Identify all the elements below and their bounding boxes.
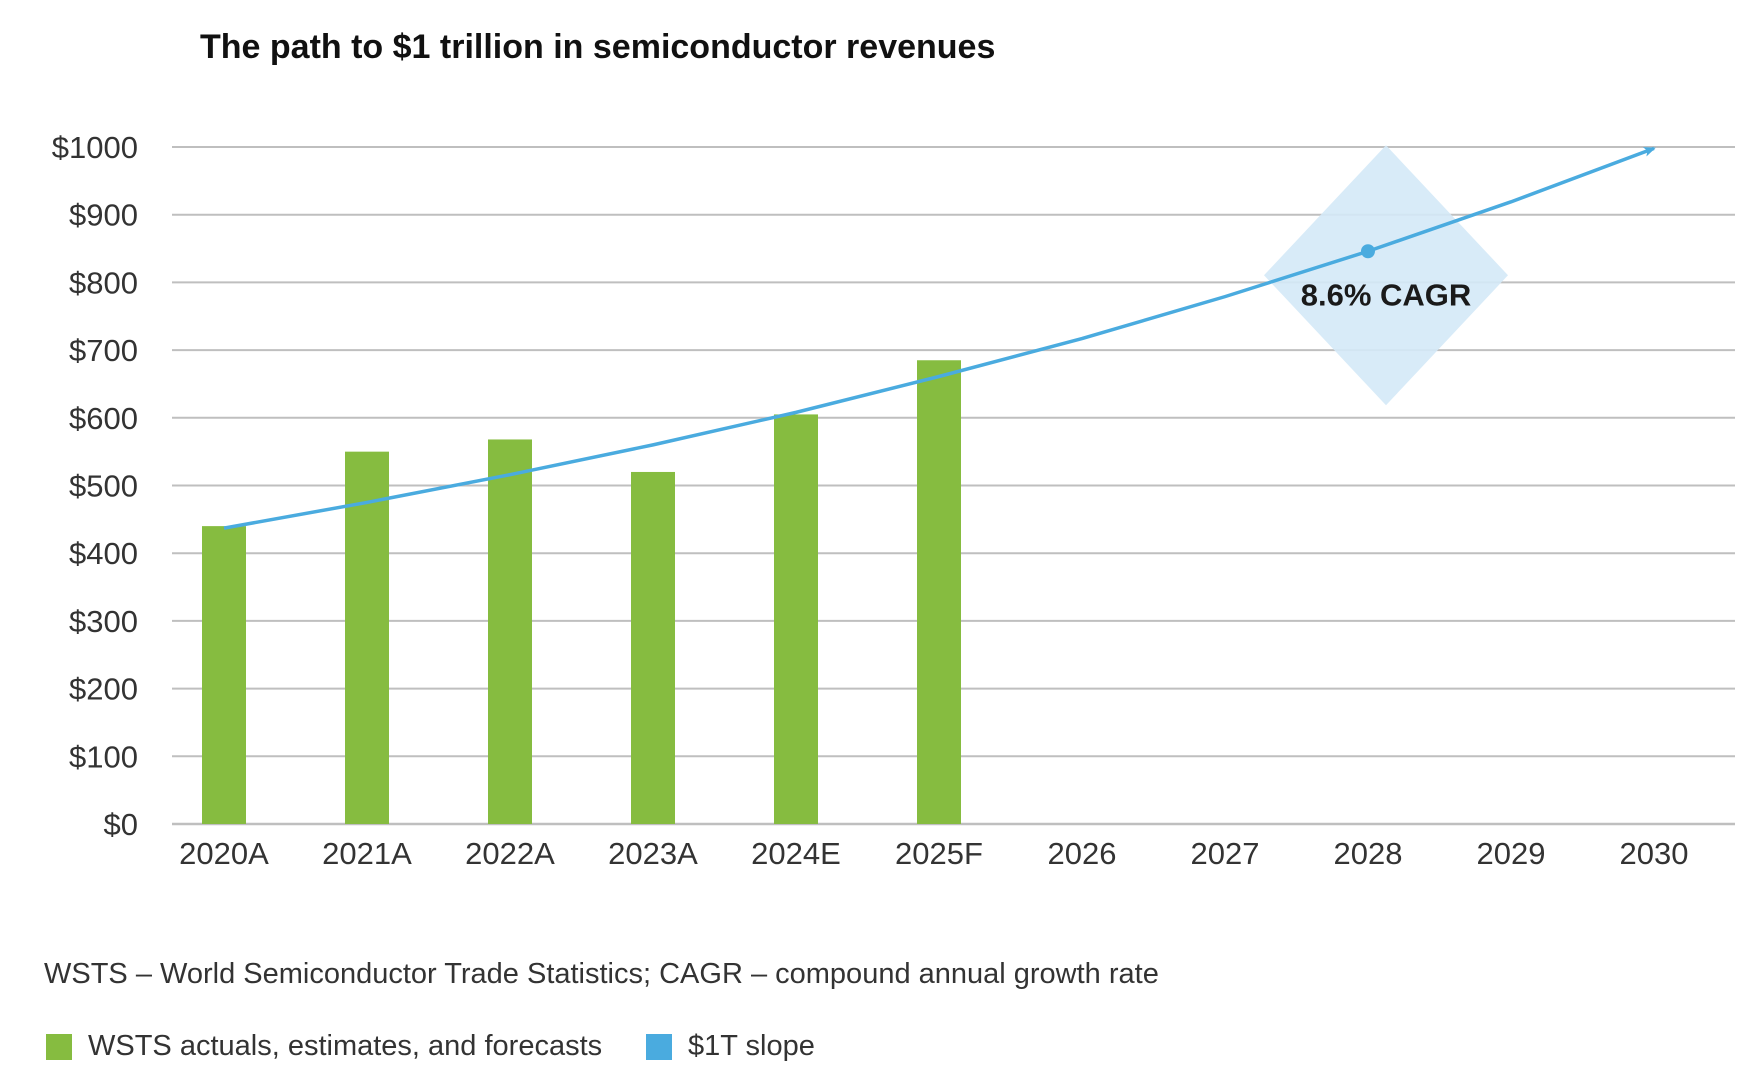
bar-2022A xyxy=(488,439,532,824)
bar-2024E xyxy=(774,414,818,824)
y-tick-label: $1000 xyxy=(52,130,138,165)
footnote: WSTS – World Semiconductor Trade Statist… xyxy=(44,958,1159,990)
y-tick-label: $600 xyxy=(69,401,138,436)
x-tick-label: 2029 xyxy=(1477,836,1546,871)
x-tick-label: 2020A xyxy=(179,836,269,871)
x-tick-label: 2030 xyxy=(1620,836,1689,871)
legend-label-line: $1T slope xyxy=(688,1030,815,1062)
cagr-highlight-diamond xyxy=(1264,145,1508,406)
legend-item-bars: WSTS actuals, estimates, and forecasts xyxy=(46,1030,602,1063)
bar-2025F xyxy=(917,360,961,824)
y-tick-label: $800 xyxy=(69,265,138,300)
x-tick-label: 2026 xyxy=(1048,836,1117,871)
y-tick-label: $900 xyxy=(69,198,138,233)
x-tick-label: 2023A xyxy=(608,836,698,871)
y-tick-label: $100 xyxy=(69,739,138,774)
cagr-marker-dot xyxy=(1361,244,1375,259)
y-tick-label: $400 xyxy=(69,536,138,571)
legend-swatch-blue xyxy=(646,1033,672,1060)
x-tick-label: 2028 xyxy=(1334,836,1403,871)
slope-line xyxy=(223,146,1656,530)
x-tick-label: 2027 xyxy=(1191,836,1260,871)
legend-swatch-green xyxy=(46,1033,72,1060)
x-tick-label: 2025F xyxy=(895,836,983,871)
chart-title: The path to $1 trillion in semiconductor… xyxy=(200,28,996,66)
y-tick-label: $200 xyxy=(69,672,138,707)
y-tick-label: $300 xyxy=(69,604,138,639)
legend-label-bars: WSTS actuals, estimates, and forecasts xyxy=(88,1030,603,1062)
y-tick-label: $0 xyxy=(104,807,138,842)
y-tick-label: $700 xyxy=(69,333,138,368)
x-tick-label: 2021A xyxy=(322,836,412,871)
chart: $0 $100 $200 $300 $400 $500 $600 $700 $800 $900 $1… xyxy=(52,130,1735,871)
bar-2023A xyxy=(631,471,675,824)
x-tick-label: 2022A xyxy=(465,836,555,871)
legend-item-line: $1T slope xyxy=(646,1030,815,1063)
bar-2021A xyxy=(345,451,389,824)
y-tick-label: $500 xyxy=(69,469,138,504)
x-tick-label: 2024E xyxy=(751,836,841,871)
cagr-annotation-label: 8.6% CAGR xyxy=(1301,277,1472,312)
bar-2020A xyxy=(202,526,246,824)
